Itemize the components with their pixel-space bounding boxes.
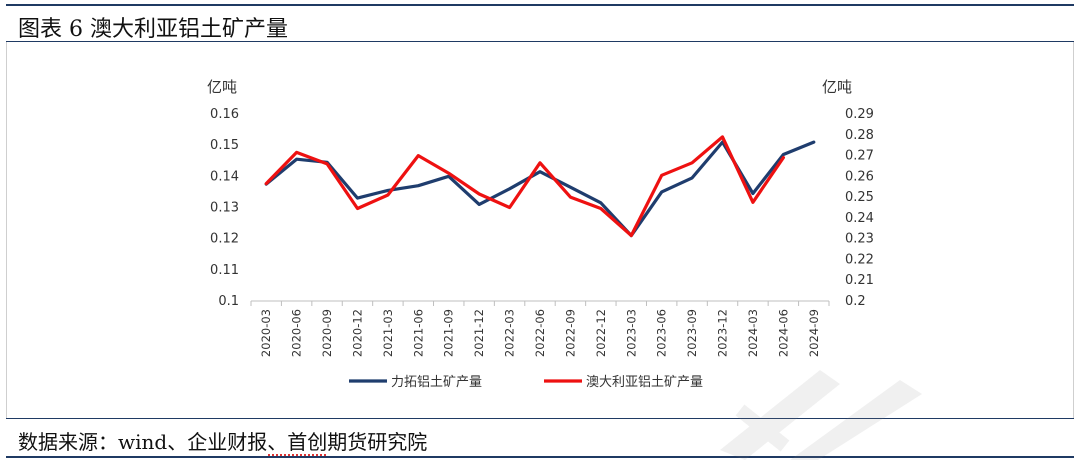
x-tick-label: 2020-09 xyxy=(320,309,334,357)
x-tick-label: 2021-06 xyxy=(411,309,425,357)
left-tick-label: 0.11 xyxy=(210,263,239,278)
chart-area: 亿吨 亿吨 0.1 0.11 0.12 0.13 0.14 0.15 0.16 0.2 0.21 0.… xyxy=(6,42,1074,418)
x-tick-label: 2021-09 xyxy=(442,309,456,357)
left-tick-label: 0.13 xyxy=(210,201,239,216)
left-tick-label: 0.14 xyxy=(210,169,239,184)
right-tick-label: 0.24 xyxy=(845,211,874,226)
left-tick-label: 0.1 xyxy=(218,294,239,309)
x-tick-label: 2023-12 xyxy=(716,309,730,357)
series-line-australia xyxy=(264,135,786,238)
right-tick-label: 0.23 xyxy=(845,232,874,247)
brand-watermark-icon xyxy=(720,370,922,460)
top-rule xyxy=(6,4,1074,6)
right-tick-label: 0.28 xyxy=(845,128,874,143)
left-tick-label: 0.16 xyxy=(210,107,239,122)
x-tick-label: 2022-06 xyxy=(533,309,547,357)
x-tick-label: 2024-06 xyxy=(776,309,790,357)
left-tick-label: 0.15 xyxy=(210,138,239,153)
series-line-rio-tinto xyxy=(264,140,816,238)
right-tick-label: 0.25 xyxy=(845,190,874,205)
legend-label: 澳大利亚铝土矿产量 xyxy=(586,374,703,390)
source-note: 数据来源：wind、企业财报、首创期货研究院 xyxy=(18,430,428,454)
right-tick-label: 0.27 xyxy=(845,149,874,164)
left-axis-unit: 亿吨 xyxy=(207,78,237,96)
footer: 数据来源：wind、企业财报、首创期货研究院 xyxy=(6,418,1074,458)
x-tick-label: 2020-03 xyxy=(259,309,273,357)
left-tick-label: 0.12 xyxy=(210,232,239,247)
right-tick-label: 0.29 xyxy=(845,107,874,122)
x-tick-label: 2021-03 xyxy=(381,309,395,357)
right-tick-label: 0.2 xyxy=(845,294,866,309)
x-tick-label: 2022-03 xyxy=(503,309,517,357)
right-axis-unit: 亿吨 xyxy=(822,78,852,96)
title-bar: 图表 6 澳大利亚铝土矿产量 xyxy=(6,6,1074,42)
line-chart: 亿吨 亿吨 0.1 0.11 0.12 0.13 0.14 0.15 0.16 0.2 0.21 0.… xyxy=(207,78,874,390)
x-tick-label: 2022-09 xyxy=(563,309,577,357)
right-tick-label: 0.21 xyxy=(845,273,874,288)
x-tick-label: 2023-03 xyxy=(624,309,638,357)
chart-title: 图表 6 澳大利亚铝土矿产量 xyxy=(18,17,288,42)
legend-label: 力拓铝土矿产量 xyxy=(391,375,482,390)
right-tick-label: 0.26 xyxy=(845,169,874,184)
right-tick-label: 0.22 xyxy=(845,252,874,267)
x-tick-label: 2024-09 xyxy=(807,309,821,357)
x-tick-label: 2023-06 xyxy=(655,309,669,357)
spellcheck-underline xyxy=(268,452,326,456)
x-tick-label: 2022-12 xyxy=(594,309,608,357)
x-tick-label: 2021-12 xyxy=(472,309,486,357)
x-tick-label: 2023-09 xyxy=(685,309,699,357)
x-tick-label: 2020-12 xyxy=(350,309,364,357)
x-tick-label: 2024-03 xyxy=(746,309,760,357)
x-tick-label: 2020-06 xyxy=(290,309,304,357)
